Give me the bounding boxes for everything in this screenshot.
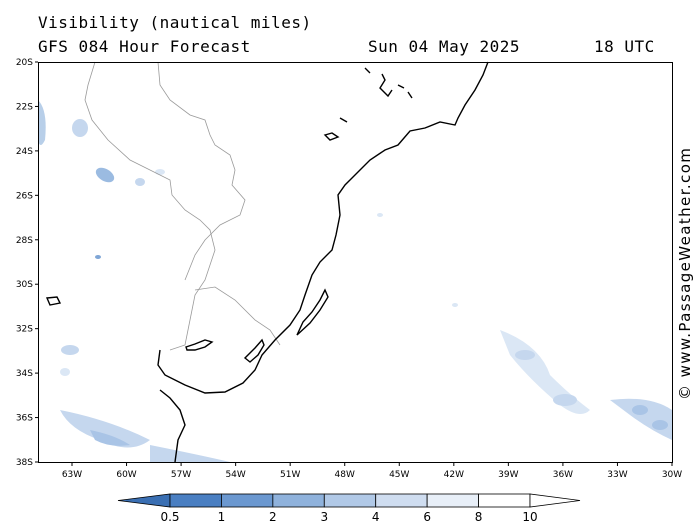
map-frame [38,62,673,463]
lon-label: 54W [225,470,245,480]
lon-label: 51W [280,470,300,480]
visibility-shading [38,100,672,462]
map-title-variable: Visibility (nautical miles) [38,13,312,32]
lon-label: 45W [389,470,409,480]
colorbar-segment [375,493,428,508]
longitude-axis: 63W 60W 57W 54W 51W 48W 45W 42W 39W 36W 33W 30W [62,462,682,480]
colorbar-segment [426,493,479,508]
lat-label: 38S [16,458,33,468]
lat-label: 30S [16,280,33,290]
country-borders [84,61,281,351]
lon-label: 42W [444,470,464,480]
lat-label: 22S [16,102,33,112]
lat-label: 34S [16,369,33,379]
colorbar-label: 1 [218,510,226,524]
lon-label: 63W [62,470,82,480]
lon-label: 57W [171,470,191,480]
lat-label: 32S [16,325,33,335]
colorbar-label: 3 [320,510,328,524]
colorbar-label: 10 [522,510,537,524]
colorbar-low-arrow [117,493,171,508]
lon-label: 30W [662,470,682,480]
colorbar-segment [221,493,274,508]
latitude-axis: 20S 22S 24S 26S 28S 30S 32S 34S 36S 38S [16,58,38,468]
lon-label: 36W [553,470,573,480]
watermark: © www.PassageWeather.com [676,146,694,400]
lon-label: 48W [335,470,355,480]
colorbar-label: 6 [423,510,431,524]
colorbar-label: 0.5 [160,510,179,524]
lon-label: 33W [607,470,627,480]
colorbar-label: 2 [269,510,277,524]
lat-label: 20S [16,58,33,68]
lat-label: 26S [16,191,33,201]
map-title-model: GFS 084 Hour Forecast [38,37,251,56]
map-title-time: 18 UTC [594,37,655,56]
map-title-date: Sun 04 May 2025 [368,37,520,56]
colorbar-legend: 0.5 1 2 3 4 6 8 10 [117,493,581,524]
colorbar-segment [478,493,531,508]
lat-label: 24S [16,147,33,157]
lon-label: 60W [116,470,136,480]
colorbar-segment [323,493,377,508]
colorbar-segment [272,493,325,508]
colorbar-label: 4 [372,510,380,524]
colorbar-high-arrow [529,493,581,508]
coastline [45,61,489,463]
lon-label: 39W [498,470,518,480]
colorbar-label: 8 [475,510,483,524]
lat-label: 36S [16,414,33,424]
lat-label: 28S [16,236,33,246]
colorbar-segment [169,493,222,508]
